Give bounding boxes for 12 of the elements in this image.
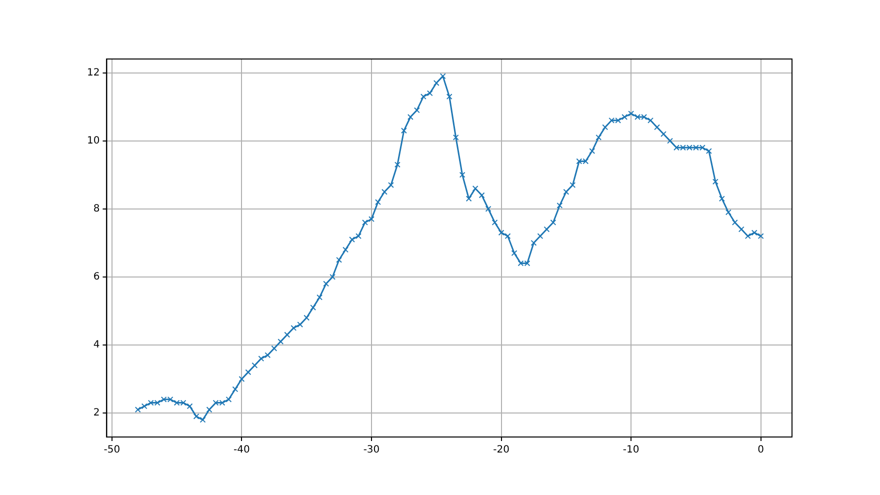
x-tick-label: -50 — [104, 444, 120, 456]
x-tick-label: -30 — [363, 444, 380, 456]
y-tick-label: 2 — [93, 408, 100, 419]
y-tick-label: 8 — [93, 203, 100, 214]
y-tick-label: 4 — [93, 340, 100, 351]
x-tick-label: 0 — [758, 444, 764, 456]
y-tick-label: 12 — [86, 67, 100, 78]
y-tick-label: 10 — [86, 135, 100, 146]
y-tick-label: 6 — [93, 272, 100, 283]
x-tick-label: -10 — [622, 444, 640, 456]
x-tick-label: -20 — [493, 444, 510, 456]
x-tick-label: -40 — [234, 444, 250, 456]
